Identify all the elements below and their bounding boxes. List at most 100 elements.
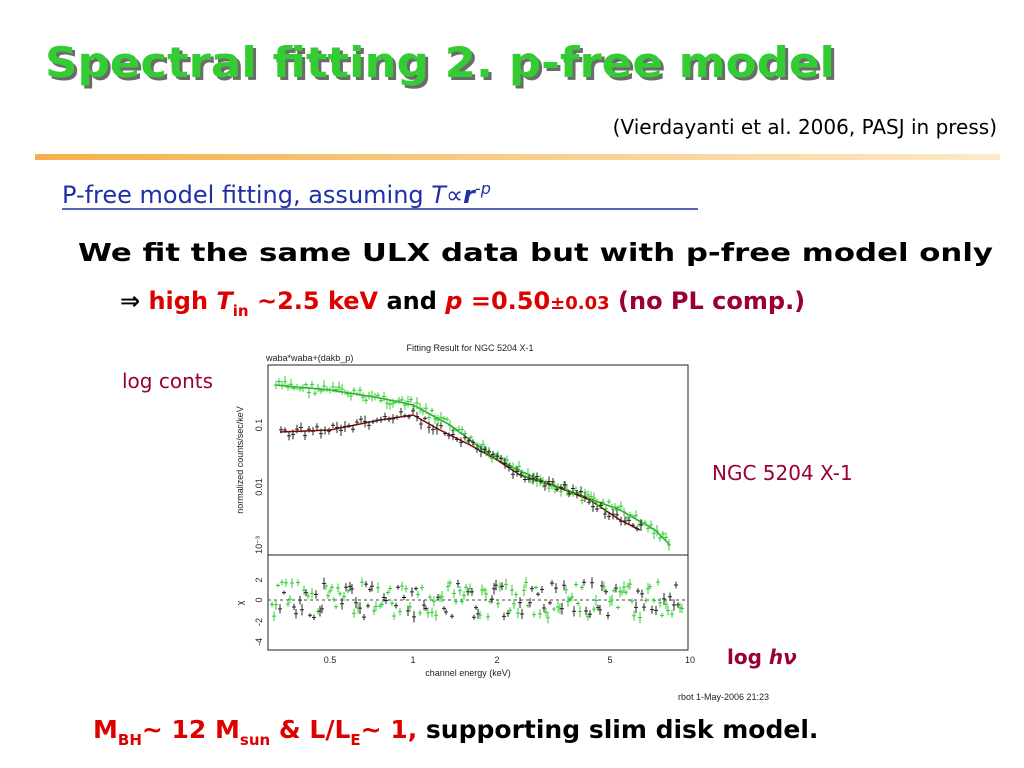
residual-point <box>360 577 364 587</box>
spectrum-point <box>503 458 507 469</box>
residual-point <box>388 585 392 592</box>
c-e: E <box>350 731 360 749</box>
spectrum-point <box>661 531 665 537</box>
residual-point <box>656 578 660 586</box>
lower-frame <box>267 554 689 651</box>
subheading-prop: ∝ <box>446 181 463 209</box>
residual-point <box>374 601 378 612</box>
spectrum-point <box>455 436 459 443</box>
spectrum-point <box>400 396 404 404</box>
spectrum-figure: Fitting Result for NGC 5204 X-1 waba*wab… <box>235 343 769 702</box>
residual-point <box>290 578 294 588</box>
spectrum-point <box>430 407 434 414</box>
residual-point <box>552 607 556 612</box>
spectrum-point <box>303 431 307 441</box>
spectrum-point <box>479 445 483 458</box>
residual-point <box>612 588 616 593</box>
spectrum-point <box>490 453 494 464</box>
residual-point <box>394 602 398 609</box>
residual-point <box>630 598 634 604</box>
spectrum-point <box>436 414 440 426</box>
residual-point <box>426 607 430 619</box>
spectrum-point <box>311 426 315 436</box>
spectrum-point <box>631 514 635 519</box>
spectrum-point <box>343 421 347 432</box>
spectrum-point <box>553 483 557 494</box>
residual-point <box>678 602 682 613</box>
residual-point <box>390 600 394 607</box>
spectrum-point <box>415 411 419 422</box>
spectrum-point <box>343 389 347 396</box>
spectrum-point <box>331 422 335 428</box>
spectrum-point <box>421 407 425 416</box>
spectrum-point <box>313 390 317 396</box>
residual-point <box>538 609 542 619</box>
spectrum-point <box>511 469 515 480</box>
spectrum-point <box>388 398 392 410</box>
residual-point <box>392 612 396 620</box>
x-tick: 10 <box>685 655 695 665</box>
spectrum-point <box>571 484 575 493</box>
residual-point <box>526 603 530 608</box>
spectrum-point <box>595 498 599 506</box>
spectrum-point <box>652 527 656 540</box>
citation: (Vierdayanti et al. 2006, PASJ in press) <box>613 115 997 139</box>
spectrum-point <box>367 420 371 430</box>
residual-point <box>666 605 670 616</box>
result-high: high <box>148 287 216 315</box>
result-and: and <box>378 287 445 315</box>
residual-point <box>566 595 570 607</box>
residual-point <box>352 608 356 619</box>
residual-point <box>414 586 418 591</box>
residual-point <box>516 607 520 619</box>
residual-point <box>522 584 526 597</box>
spectrum-point <box>319 428 323 439</box>
residual-point <box>496 599 500 609</box>
residual-point <box>334 604 338 610</box>
residual-point <box>294 608 298 619</box>
upper-frame <box>267 364 689 556</box>
residual-point <box>296 579 300 586</box>
spectrum-point <box>358 386 362 394</box>
residual-point <box>400 581 404 591</box>
spectrum-point <box>611 509 615 520</box>
spectrum-point <box>471 439 475 446</box>
x-tick: 0.5 <box>324 655 337 665</box>
spectrum-point <box>295 384 299 390</box>
spectrum-point <box>279 426 283 434</box>
residual-point <box>570 592 574 602</box>
spectrum-point <box>363 415 367 428</box>
spectrum-point <box>515 466 519 477</box>
residual-point <box>318 605 322 617</box>
spectrum-point <box>448 420 452 431</box>
x-tick: 5 <box>607 655 612 665</box>
spectrum-point <box>469 435 473 440</box>
spectrum-point <box>467 437 471 445</box>
residual-point <box>606 612 610 620</box>
residual-point <box>408 602 412 612</box>
residual-point <box>556 601 560 613</box>
residual-point <box>632 610 636 621</box>
spectrum-point <box>451 428 455 441</box>
residual-point <box>288 595 292 604</box>
spectrum-point <box>409 396 413 404</box>
result-in: in <box>233 302 249 320</box>
label-x-hv: hν <box>769 645 797 669</box>
spectrum-point <box>575 490 579 499</box>
residual-point <box>474 605 478 610</box>
spectrum-point <box>334 386 338 393</box>
residual-point <box>604 589 608 595</box>
residual-point <box>620 588 624 596</box>
x-label: channel energy (keV) <box>425 668 511 678</box>
residual-point <box>544 608 548 617</box>
spectrum-point <box>607 512 611 520</box>
spectrum-point <box>323 426 327 435</box>
residual-point <box>628 578 632 590</box>
spectrum-point <box>619 501 623 512</box>
residual-point <box>420 584 424 591</box>
residual-point <box>554 583 558 594</box>
residual-point <box>380 601 384 608</box>
c-lum: & L/L <box>270 715 350 744</box>
figure-title: Fitting Result for NGC 5204 X-1 <box>406 343 533 353</box>
